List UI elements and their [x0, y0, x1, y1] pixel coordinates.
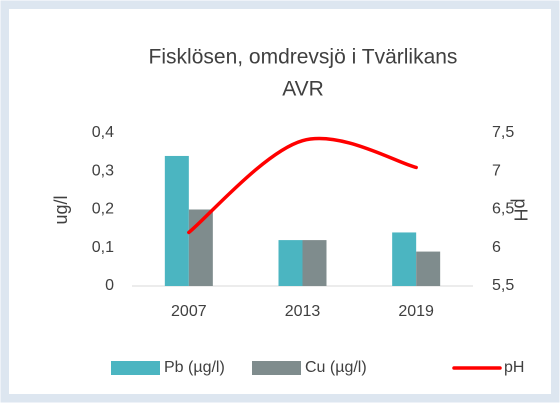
x-tick-label: 2013: [285, 303, 321, 320]
bar: [164, 155, 189, 286]
legend-swatch: [252, 361, 301, 375]
y2-tick-label: 6: [492, 239, 501, 256]
chart-title: Fisklösen, omdrevsjö i Tvärlikans: [149, 46, 458, 69]
x-tick-label: 2007: [171, 303, 207, 320]
bar: [416, 251, 441, 286]
legend-label: Cu (µg/l): [305, 359, 367, 376]
bar: [302, 240, 327, 286]
chart-title: AVR: [282, 78, 324, 101]
y-tick-label: 0,2: [92, 201, 114, 218]
line: [187, 136, 418, 235]
bar: [278, 240, 303, 286]
y2-tick-label: 5,5: [492, 277, 514, 294]
y-tick-label: 0,1: [92, 239, 114, 256]
y-tick-label: 0,3: [92, 162, 114, 179]
chart-area: [9, 9, 551, 394]
y2-tick-label: 7: [492, 162, 501, 179]
y-tick-label: 0,4: [92, 124, 114, 141]
x-tick-label: 2019: [398, 303, 434, 320]
legend-swatch: [111, 361, 160, 375]
bar: [392, 232, 417, 286]
y2-tick-label: 6,5: [492, 201, 514, 218]
y2-axis-title: pH: [510, 198, 530, 221]
legend-label: pH: [504, 359, 524, 376]
y-axis-title: ug/l: [51, 195, 71, 224]
y2-tick-label: 7,5: [492, 124, 514, 141]
y-tick-label: 0: [105, 277, 114, 294]
legend-label: Pb (µg/l): [164, 359, 225, 376]
